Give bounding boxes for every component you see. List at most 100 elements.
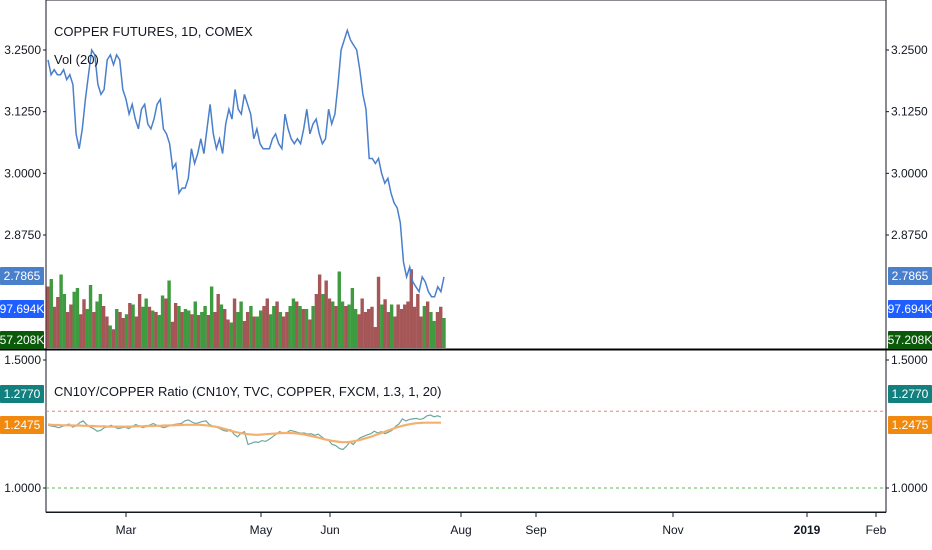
volume-bar [383, 299, 387, 348]
ratio-average-tag [0, 416, 44, 434]
volume-bar [213, 312, 217, 348]
time-axis-tick-label: Mar [116, 523, 137, 537]
volume-bar [167, 280, 171, 348]
volume-indicator-label: Vol (20) [54, 52, 99, 67]
last-volume-tag [888, 331, 932, 349]
volume-average-tag [888, 300, 932, 318]
volume-bar [262, 306, 266, 348]
volume-bar [416, 294, 420, 348]
ratio-average-tag-label: 1.2475 [4, 418, 41, 432]
volume-bar [101, 306, 106, 348]
volume-bar [278, 312, 283, 348]
volume-bar [422, 306, 427, 348]
volume-bar [393, 316, 397, 348]
time-axis-tick-label: Sep [525, 523, 547, 537]
volume-bar [128, 303, 132, 348]
volume-bar [69, 304, 73, 348]
volume-bar [147, 306, 152, 348]
volume-bar [173, 303, 178, 348]
volume-bar [324, 280, 328, 348]
time-axis-tick-label: May [250, 523, 273, 537]
volume-bar [314, 294, 319, 348]
volume-bar [118, 312, 122, 348]
volume-bar [245, 312, 250, 348]
volume-bar [177, 306, 181, 348]
volume-bar [272, 306, 276, 348]
volume-bar [317, 274, 322, 348]
volume-bar [62, 294, 67, 348]
volume-bar [183, 309, 188, 348]
last-price-tag-label: 2.7865 [4, 269, 41, 283]
last-volume-tag [0, 331, 44, 349]
volume-bar [255, 316, 260, 348]
volume-bar [406, 301, 410, 348]
volume-average-tag [0, 300, 44, 318]
volume-bar [357, 314, 361, 348]
volume-bar [111, 329, 116, 348]
ratio-last-tag-label: 1.2770 [892, 387, 929, 401]
volume-bar [52, 306, 57, 348]
price-axis-tick-label: 3.1250 [891, 105, 928, 119]
price-axis-tick-label: 3.2500 [891, 43, 928, 57]
volume-bar [288, 306, 292, 348]
last-price-tag [0, 267, 44, 285]
ratio-last-tag-label: 1.2770 [4, 387, 41, 401]
volume-bar [337, 271, 341, 348]
volume-bar [347, 304, 351, 348]
volume-average-tag-label: 97.694K [888, 302, 932, 316]
volume-bar [275, 301, 279, 348]
volume-bar [75, 288, 80, 348]
volume-bar [190, 314, 194, 348]
volume-bar [92, 312, 96, 348]
volume-bar [432, 321, 436, 348]
volume-bar [412, 306, 417, 348]
volume-bar [196, 315, 201, 348]
ratio-axis-tick-label: 1.5000 [4, 353, 41, 367]
last-price-tag [888, 267, 932, 285]
volume-bar [56, 297, 60, 348]
volume-bar [79, 314, 83, 348]
price-axis-tick-label: 3.1250 [4, 105, 41, 119]
ratio-axis-tick-label: 1.5000 [891, 353, 928, 367]
ratio-axis-tick-label: 1.0000 [891, 481, 928, 495]
volume-bar [403, 304, 407, 348]
volume-bar [193, 301, 197, 348]
time-axis-tick-label: 2019 [794, 523, 821, 537]
volume-bar [98, 294, 103, 348]
volume-bar [350, 288, 355, 348]
price-axis-tick-label: 2.8750 [4, 228, 41, 242]
volume-bar [435, 312, 440, 348]
volume-bar [291, 298, 296, 348]
volume-bar [216, 294, 220, 348]
volume-bar [160, 295, 165, 348]
volume-bar [295, 301, 299, 348]
volume-bar [268, 314, 273, 348]
last-volume-tag-label: 57.208K [888, 333, 932, 347]
volume-bar [232, 298, 237, 348]
volume-bar [360, 298, 364, 348]
volume-bar [141, 306, 145, 348]
volume-bar [380, 304, 384, 348]
volume-bar [311, 306, 315, 348]
volume-bar [439, 306, 443, 348]
ratio-indicator-title: CN10Y/COPPER Ratio (CN10Y, TVC, COPPER, … [54, 384, 442, 399]
volume-bar [367, 309, 371, 348]
price-axis-tick-label: 3.0000 [891, 166, 928, 180]
volume-bar [85, 309, 89, 348]
last-price-tag-label: 2.7865 [892, 269, 929, 283]
last-volume-tag-label: 57.208K [0, 333, 44, 347]
volume-bar [353, 309, 358, 348]
plot-frame [45, 0, 887, 513]
volume-bar [396, 304, 400, 348]
volume-bar [363, 312, 368, 348]
volume-bar [419, 316, 423, 348]
volume-bar [340, 301, 345, 348]
volume-bar [82, 299, 86, 348]
time-axis-tick-label: Jun [320, 523, 339, 537]
volume-bar [200, 312, 204, 348]
volume-bar [285, 312, 289, 348]
volume-bar [399, 309, 404, 348]
volume-bar [373, 327, 377, 348]
volume-bar [304, 309, 309, 348]
